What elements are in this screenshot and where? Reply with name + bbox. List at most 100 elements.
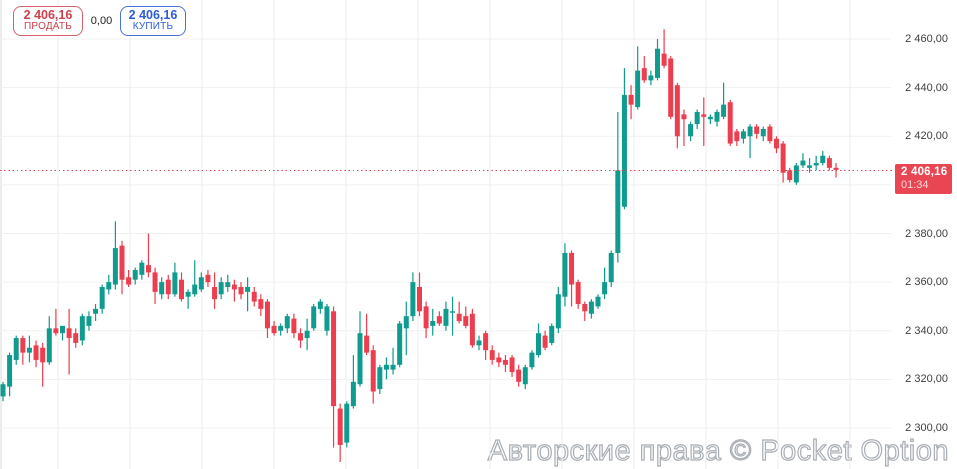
candle-down xyxy=(569,252,575,285)
candle-up xyxy=(430,321,436,326)
price-axis-label: 2 380,00 xyxy=(905,227,948,240)
candle-down xyxy=(774,138,779,149)
candle-down xyxy=(20,338,26,353)
candle-down xyxy=(436,316,442,324)
candle-down xyxy=(780,143,786,173)
candle-up xyxy=(549,325,555,343)
candle-down xyxy=(469,313,475,346)
candle-down xyxy=(298,333,303,341)
candle-down xyxy=(575,282,581,305)
candle-up xyxy=(740,131,746,139)
candle-down xyxy=(754,126,760,134)
price-axis-label: 2 360,00 xyxy=(905,276,948,289)
candle-up xyxy=(311,306,317,329)
candle-up xyxy=(760,128,766,137)
current-price-value: 2 406,16 xyxy=(901,166,948,178)
left-edge-strip xyxy=(0,0,2,469)
candle-down xyxy=(417,286,422,312)
candle-up xyxy=(324,306,330,331)
candle-up xyxy=(139,262,145,275)
candle-up xyxy=(721,104,727,117)
candle-up xyxy=(383,364,389,370)
candle-down xyxy=(734,131,740,142)
trade-buttons: 2 406,16 ПРОДАТЬ 0,00 2 406,16 КУПИТЬ xyxy=(13,6,186,36)
candle-down xyxy=(364,335,370,353)
candle-down xyxy=(542,335,548,348)
candle-down xyxy=(483,333,489,351)
candle-down xyxy=(231,284,237,290)
candle-up xyxy=(46,328,52,363)
sell-button[interactable]: 2 406,16 ПРОДАТЬ xyxy=(13,6,83,36)
candle-down xyxy=(145,265,151,273)
candle-down xyxy=(423,306,429,329)
candle-up xyxy=(476,340,482,346)
candle-up xyxy=(112,248,118,285)
candle-up xyxy=(747,126,753,137)
candle-up xyxy=(317,301,323,309)
candle-down xyxy=(119,245,125,280)
candle-down xyxy=(337,408,343,446)
candle-down xyxy=(264,301,270,329)
candle-up xyxy=(648,75,654,81)
candle-up xyxy=(304,330,310,339)
candle-up xyxy=(707,116,713,120)
candle-up xyxy=(377,367,383,390)
buy-label: КУПИТЬ xyxy=(132,21,174,33)
price-axis-label: 2 440,00 xyxy=(905,81,948,94)
candle-up xyxy=(0,384,6,397)
candle-down xyxy=(516,369,522,382)
candle-up xyxy=(688,124,694,137)
candle-down xyxy=(53,328,59,334)
candle-up xyxy=(621,94,627,207)
candle-down xyxy=(833,167,839,170)
candle-down xyxy=(582,304,588,312)
candle-down xyxy=(489,350,495,360)
candle-down xyxy=(258,299,264,309)
candle-up xyxy=(410,282,416,317)
candle-up xyxy=(60,325,65,334)
candle-up xyxy=(450,311,456,313)
spread-value: 0,00 xyxy=(90,15,113,27)
candle-up xyxy=(278,325,284,331)
candle-down xyxy=(787,170,793,181)
candle-up xyxy=(536,333,541,356)
candle-down xyxy=(509,357,515,373)
candle-down xyxy=(291,318,297,334)
buy-price: 2 406,16 xyxy=(128,7,178,22)
copyright-watermark: Авторские права © Pocket Option xyxy=(487,434,949,467)
price-axis-label: 2 420,00 xyxy=(905,130,948,143)
candle-up xyxy=(284,316,290,329)
candle-down xyxy=(165,279,171,295)
candle-up xyxy=(245,286,251,292)
candle-up xyxy=(172,272,178,295)
candle-up xyxy=(390,364,396,370)
candle-down xyxy=(73,333,79,343)
candle-up xyxy=(198,277,204,290)
candle-up xyxy=(132,269,138,280)
candle-down xyxy=(40,347,46,363)
candle-up xyxy=(602,282,608,295)
candle-up xyxy=(225,282,231,287)
candle-down xyxy=(238,286,244,295)
candle-down xyxy=(641,68,647,81)
candle-down xyxy=(496,357,502,363)
candle-down xyxy=(212,286,218,300)
price-axis-label: 2 300,00 xyxy=(905,422,948,434)
candle-up xyxy=(655,48,660,78)
candle-up xyxy=(635,70,641,108)
current-price-badge: 2 406,16 01:34 xyxy=(895,164,952,194)
candle-up xyxy=(588,301,594,314)
candle-up xyxy=(99,286,105,309)
sell-label: ПРОДАТЬ xyxy=(24,21,72,33)
candle-down xyxy=(727,102,733,144)
buy-button[interactable]: 2 406,16 КУПИТЬ xyxy=(120,6,186,36)
candle-down xyxy=(668,58,674,117)
candle-up xyxy=(403,316,409,329)
candle-down xyxy=(370,350,376,392)
candle-up xyxy=(357,333,363,385)
candle-up xyxy=(529,352,535,368)
candle-up xyxy=(86,316,92,326)
candle-down xyxy=(205,274,211,283)
